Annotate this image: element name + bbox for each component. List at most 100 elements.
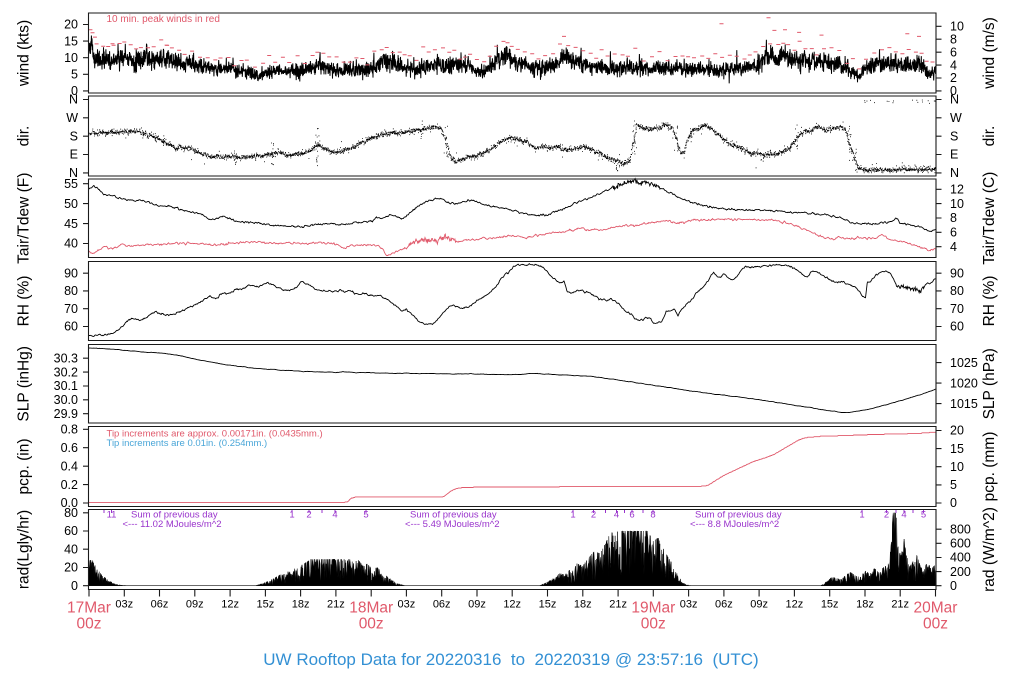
svg-text:20: 20 [64,18,78,32]
svg-text:RH (%): RH (%) [16,276,33,327]
svg-text:18z: 18z [856,599,874,611]
svg-text:<--- 8.8 MJoules/m^2: <--- 8.8 MJoules/m^2 [690,519,779,530]
svg-text:4: 4 [901,510,906,521]
svg-text:12z: 12z [503,599,521,611]
svg-text:90: 90 [950,266,964,280]
svg-text:1: 1 [289,510,294,521]
svg-text:29.9: 29.9 [54,407,78,421]
svg-text:0: 0 [950,579,957,593]
svg-text:4: 4 [950,58,957,72]
svg-text:09z: 09z [750,599,768,611]
svg-text:5: 5 [71,68,78,82]
svg-text:18z: 18z [292,599,310,611]
svg-text:80: 80 [64,506,78,520]
svg-text:06z: 06z [715,599,733,611]
svg-text:0.0: 0.0 [61,496,78,510]
svg-text:80: 80 [64,284,78,298]
svg-text:30.3: 30.3 [54,351,78,365]
svg-text:5: 5 [921,510,926,521]
svg-text:15z: 15z [539,599,557,611]
svg-text:800: 800 [950,522,971,536]
svg-text:19Mar: 19Mar [631,600,675,617]
svg-text:N: N [950,93,959,107]
svg-text:11: 11 [107,510,117,521]
svg-text:SLP (hPa): SLP (hPa) [981,348,998,419]
svg-text:55: 55 [64,177,78,191]
svg-text:80: 80 [950,284,964,298]
svg-text:18z: 18z [574,599,592,611]
svg-text:10: 10 [950,20,964,34]
svg-text:10: 10 [950,460,964,474]
svg-text:90: 90 [64,266,78,280]
svg-text:70: 70 [950,302,964,316]
svg-text:15z: 15z [821,599,839,611]
svg-text:2: 2 [884,510,889,521]
svg-text:15: 15 [950,442,964,456]
svg-text:60: 60 [64,524,78,538]
svg-text:RH (%): RH (%) [981,276,998,327]
svg-text:Sum of previous day: Sum of previous day [131,510,218,521]
svg-text:45: 45 [64,217,78,231]
svg-text:Tair/Tdew (C): Tair/Tdew (C) [981,172,998,265]
svg-text:8: 8 [650,510,655,521]
svg-text:pcp. (in): pcp. (in) [16,439,33,495]
svg-text:rad (W/m^2): rad (W/m^2) [981,507,998,592]
svg-text:0: 0 [71,579,78,593]
svg-text:0.4: 0.4 [61,459,78,473]
svg-text:17Mar: 17Mar [67,600,111,617]
svg-text:dir.: dir. [981,126,998,147]
svg-text:pcp. (mm): pcp. (mm) [981,432,998,502]
svg-text:06z: 06z [151,599,169,611]
svg-text:20Mar: 20Mar [914,600,958,617]
svg-text:03z: 03z [398,599,416,611]
svg-text:N: N [950,166,959,180]
svg-text:21z: 21z [891,599,909,611]
svg-text:SLP (inHg): SLP (inHg) [16,346,33,422]
svg-text:1015: 1015 [950,397,978,411]
svg-text:03z: 03z [680,599,698,611]
svg-text:09z: 09z [468,599,486,611]
svg-text:10: 10 [64,51,78,65]
svg-text:<--- 11.02 MJoules/m^2: <--- 11.02 MJoules/m^2 [123,519,222,530]
svg-text:12: 12 [950,183,964,197]
svg-text:1020: 1020 [950,376,978,390]
svg-text:E: E [950,148,958,162]
svg-text:10 min. peak winds in red: 10 min. peak winds in red [107,14,220,25]
svg-text:N: N [69,166,78,180]
svg-text:UW Rooftop Data for 20220316: UW Rooftop Data for 20220316 to 20220319… [263,650,758,669]
svg-text:4: 4 [332,510,337,521]
svg-text:dir.: dir. [16,126,33,147]
svg-text:50: 50 [64,197,78,211]
svg-text:20: 20 [950,424,964,438]
svg-text:1025: 1025 [950,356,978,370]
svg-text:2: 2 [591,510,596,521]
svg-text:600: 600 [950,537,971,551]
svg-text:200: 200 [950,565,971,579]
svg-text:30.2: 30.2 [54,365,78,379]
svg-text:6: 6 [629,510,634,521]
svg-text:400: 400 [950,551,971,565]
svg-text:Tair/Tdew (F): Tair/Tdew (F) [16,173,33,264]
svg-text:40: 40 [64,542,78,556]
svg-text:0: 0 [950,496,957,510]
svg-text:0.8: 0.8 [61,423,78,437]
svg-text:18Mar: 18Mar [349,600,393,617]
svg-text:12z: 12z [221,599,239,611]
svg-text:S: S [950,129,958,143]
svg-text:09z: 09z [186,599,204,611]
svg-text:0.6: 0.6 [61,441,78,455]
svg-text:03z: 03z [115,599,133,611]
svg-text:00z: 00z [359,616,384,633]
svg-text:20: 20 [64,561,78,575]
svg-text:06z: 06z [433,599,451,611]
svg-text:4: 4 [950,240,957,254]
svg-text:40: 40 [64,237,78,251]
svg-text:1: 1 [570,510,575,521]
svg-text:1: 1 [859,510,864,521]
svg-text:30.1: 30.1 [54,379,78,393]
svg-text:E: E [70,148,78,162]
svg-text:60: 60 [950,320,964,334]
svg-text:21z: 21z [609,599,627,611]
svg-text:12z: 12z [786,599,804,611]
svg-text:S: S [70,129,78,143]
